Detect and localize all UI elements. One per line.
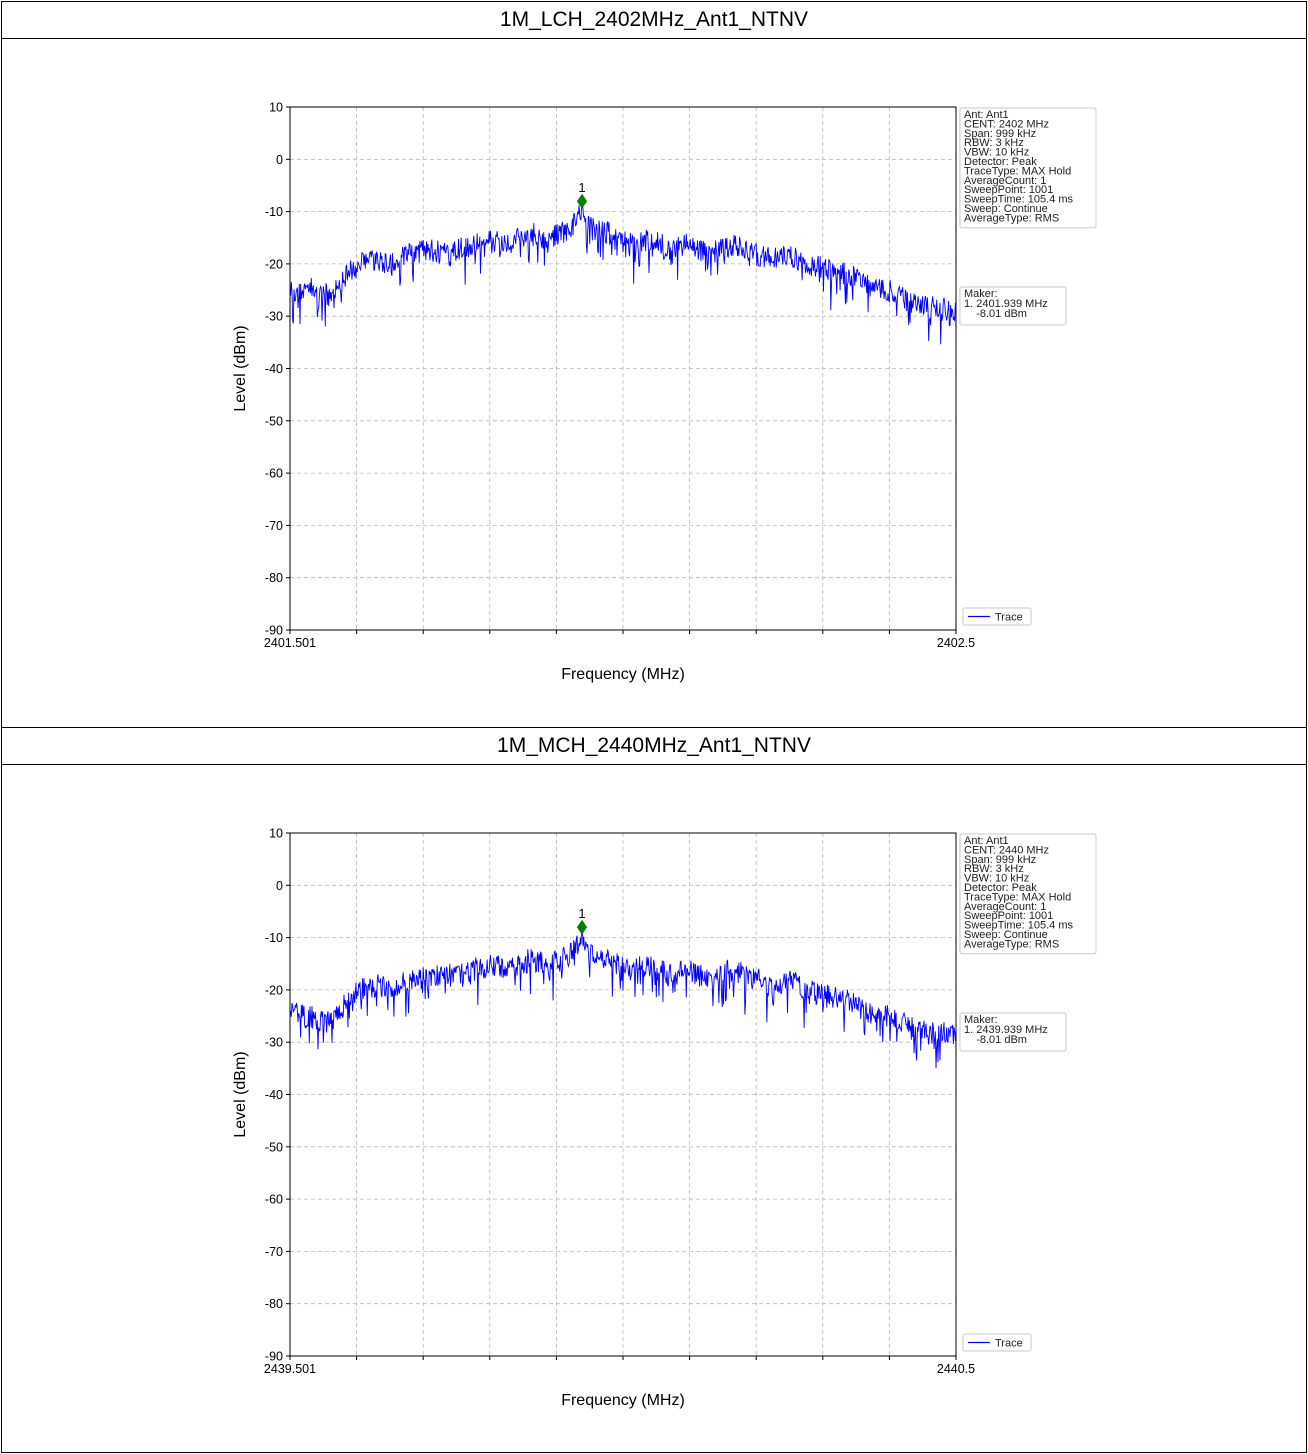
maker-line: 1. 2439.939 MHz xyxy=(964,1024,1048,1036)
y-tick-label: -50 xyxy=(265,414,283,428)
settings-line: RBW: 3 kHz xyxy=(964,137,1024,149)
peak-marker xyxy=(576,919,588,935)
maker-line: 1. 2401.939 MHz xyxy=(964,298,1048,310)
legend-label: Trace xyxy=(995,1338,1023,1350)
settings-line: SweepTime: 105.4 ms xyxy=(964,194,1074,206)
legend-label: Trace xyxy=(995,612,1023,624)
y-tick-label: -80 xyxy=(265,571,283,585)
chart-panel-lch: 1M_LCH_2402MHz_Ant1_NTNV 10 0 -10 -20 -30 -40… xyxy=(1,1,1307,728)
x-tick-label: 2401.501 xyxy=(264,636,316,650)
y-tick-label: -90 xyxy=(265,1350,283,1364)
y-tick-label: -20 xyxy=(265,983,283,997)
settings-line: AverageType: RMS xyxy=(964,212,1059,224)
settings-line: AverageType: RMS xyxy=(964,938,1059,950)
y-axis-label: Level (dBm) xyxy=(232,1051,249,1137)
maker-box xyxy=(959,1012,1067,1052)
settings-line: SweepPoint: 1001 xyxy=(964,184,1053,196)
y-tick-label: -70 xyxy=(265,519,283,533)
maker-line: -8.01 dBm xyxy=(964,308,1027,320)
y-tick-label: 0 xyxy=(276,879,283,893)
settings-line: TraceType: MAX Hold xyxy=(964,165,1071,177)
maker-box xyxy=(959,286,1067,326)
settings-box xyxy=(959,107,1097,229)
y-tick-label: 10 xyxy=(269,101,283,115)
x-tick-label: 2402.5 xyxy=(937,636,975,650)
settings-line: AverageCount: 1 xyxy=(964,901,1046,913)
peak-marker xyxy=(576,193,588,209)
y-tick-label: -40 xyxy=(265,1088,283,1102)
x-axis-label: Frequency (MHz) xyxy=(561,1392,685,1409)
y-tick-label: -80 xyxy=(265,1297,283,1311)
y-tick-label: -70 xyxy=(265,1245,283,1259)
settings-line: Sweep: Continue xyxy=(964,929,1048,941)
y-tick-label: -10 xyxy=(265,205,283,219)
x-tick-label: 2440.5 xyxy=(937,1362,975,1376)
maker-line: Maker: xyxy=(964,288,998,300)
legend-box xyxy=(962,607,1032,626)
y-tick-label: -50 xyxy=(265,1140,283,1154)
trace-line xyxy=(289,200,957,345)
settings-line: Detector: Peak xyxy=(964,156,1037,168)
y-tick-label: -30 xyxy=(265,310,283,324)
y-tick-label: -20 xyxy=(265,257,283,271)
plot-area: 10 0 -10 -20 -30 -40 -50 -60 -70 -80 -90 2439.501 24… xyxy=(2,765,1308,1454)
y-axis-label: Level (dBm) xyxy=(232,325,249,411)
y-tick-label: -40 xyxy=(265,362,283,376)
y-tick-label: -60 xyxy=(265,1193,283,1207)
y-tick-label: 10 xyxy=(269,827,283,841)
maker-line: -8.01 dBm xyxy=(964,1034,1027,1046)
settings-line: SweepTime: 105.4 ms xyxy=(964,920,1074,932)
peak-marker-label: 1 xyxy=(578,180,585,195)
settings-line: Detector: Peak xyxy=(964,882,1037,894)
settings-line: Ant: Ant1 xyxy=(964,109,1009,121)
chart-panel-mch: 1M_MCH_2440MHz_Ant1_NTNV 10 0 -10 -20 -30 -40… xyxy=(1,727,1307,1453)
settings-line: AverageCount: 1 xyxy=(964,175,1046,187)
settings-line: RBW: 3 kHz xyxy=(964,863,1024,875)
settings-line: Sweep: Continue xyxy=(964,203,1048,215)
settings-line: CENT: 2440 MHz xyxy=(964,844,1049,856)
settings-line: Ant: Ant1 xyxy=(964,835,1009,847)
y-tick-label: -10 xyxy=(265,931,283,945)
settings-line: SweepPoint: 1001 xyxy=(964,910,1053,922)
x-tick-label: 2439.501 xyxy=(264,1362,316,1376)
plot-area: 10 0 -10 -20 -30 -40 -50 -60 -70 -80 -90 2401.501 24… xyxy=(2,39,1308,729)
x-axis-label: Frequency (MHz) xyxy=(561,666,685,683)
y-tick-label: 0 xyxy=(276,153,283,167)
chart-title: 1M_LCH_2402MHz_Ant1_NTNV xyxy=(2,2,1306,39)
settings-line: CENT: 2402 MHz xyxy=(964,118,1049,130)
y-tick-label: -30 xyxy=(265,1036,283,1050)
settings-line: VBW: 10 kHz xyxy=(964,873,1029,885)
settings-line: Span: 999 kHz xyxy=(964,128,1036,140)
settings-line: Span: 999 kHz xyxy=(964,854,1036,866)
peak-marker-label: 1 xyxy=(578,906,585,921)
legend-box xyxy=(962,1333,1032,1352)
maker-line: Maker: xyxy=(964,1014,998,1026)
y-tick-label: -60 xyxy=(265,467,283,481)
settings-line: TraceType: MAX Hold xyxy=(964,891,1071,903)
settings-line: VBW: 10 kHz xyxy=(964,147,1029,159)
chart-title: 1M_MCH_2440MHz_Ant1_NTNV xyxy=(2,728,1306,765)
y-tick-label: -90 xyxy=(265,624,283,638)
settings-box xyxy=(959,833,1097,955)
trace-line xyxy=(289,926,957,1069)
